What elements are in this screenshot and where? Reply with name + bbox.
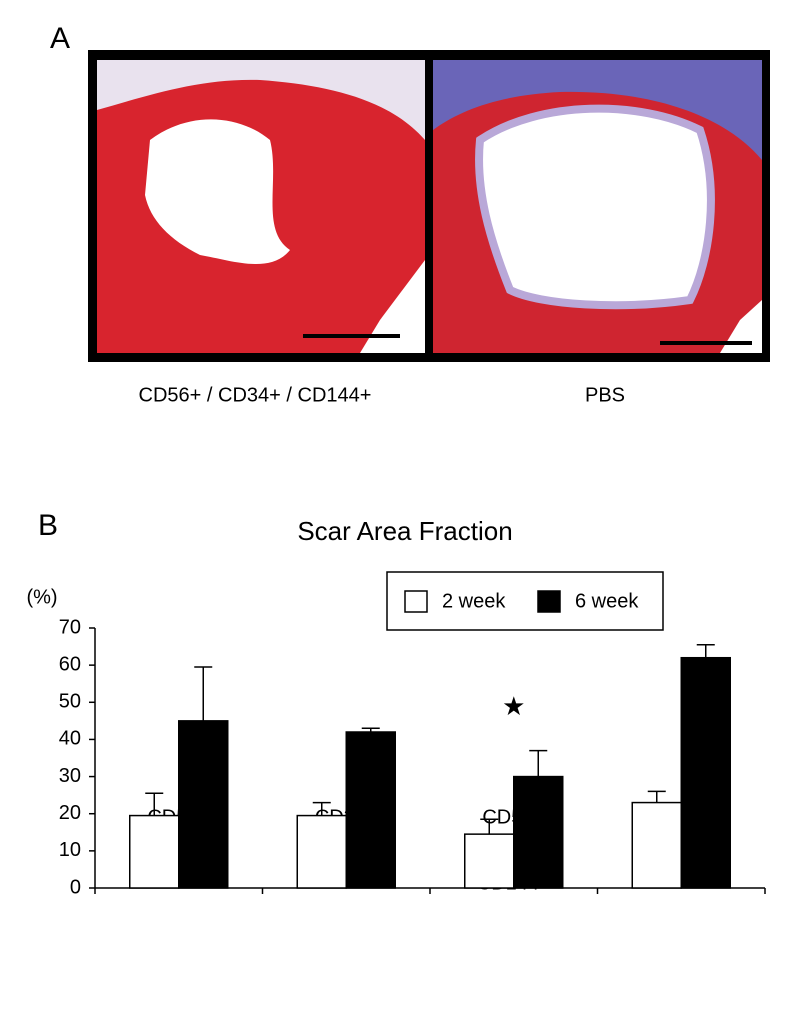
chart-title: Scar Area Fraction bbox=[297, 516, 512, 546]
y-tick-label: 30 bbox=[59, 765, 81, 787]
tissue-fibrosis bbox=[97, 60, 425, 140]
y-tick-label: 10 bbox=[59, 839, 81, 861]
y-tick-label: 60 bbox=[59, 653, 81, 675]
bar bbox=[513, 775, 564, 889]
y-axis-label: (%) bbox=[26, 586, 57, 608]
tissue-background bbox=[360, 260, 425, 353]
y-tick-label: 50 bbox=[59, 691, 81, 713]
panel-label: A bbox=[50, 22, 70, 55]
bar bbox=[464, 833, 515, 889]
bar bbox=[680, 656, 731, 889]
tissue-lumen bbox=[475, 104, 715, 310]
legend-swatch bbox=[404, 590, 428, 613]
legend-label: 6 week bbox=[575, 590, 639, 612]
bar bbox=[178, 720, 229, 889]
bar bbox=[296, 814, 347, 889]
legend-swatch bbox=[537, 590, 561, 613]
y-tick-label: 0 bbox=[70, 876, 81, 898]
tissue-lumen bbox=[145, 119, 290, 265]
y-tick-label: 70 bbox=[59, 616, 81, 638]
annotation: ★ bbox=[502, 691, 525, 721]
tissue-background bbox=[720, 300, 762, 353]
image-caption: PBS bbox=[585, 384, 625, 406]
y-tick-label: 40 bbox=[59, 728, 81, 750]
image-caption: CD56+ / CD34+ / CD144+ bbox=[139, 384, 372, 406]
y-tick-label: 20 bbox=[59, 802, 81, 824]
bar bbox=[129, 814, 180, 889]
bar bbox=[631, 801, 682, 889]
panel-label: B bbox=[38, 509, 58, 542]
legend-label: 2 week bbox=[442, 590, 506, 612]
legend-box bbox=[386, 571, 664, 631]
tissue-fibrosis bbox=[433, 60, 762, 160]
image-panel bbox=[88, 50, 770, 362]
bar bbox=[345, 731, 396, 889]
